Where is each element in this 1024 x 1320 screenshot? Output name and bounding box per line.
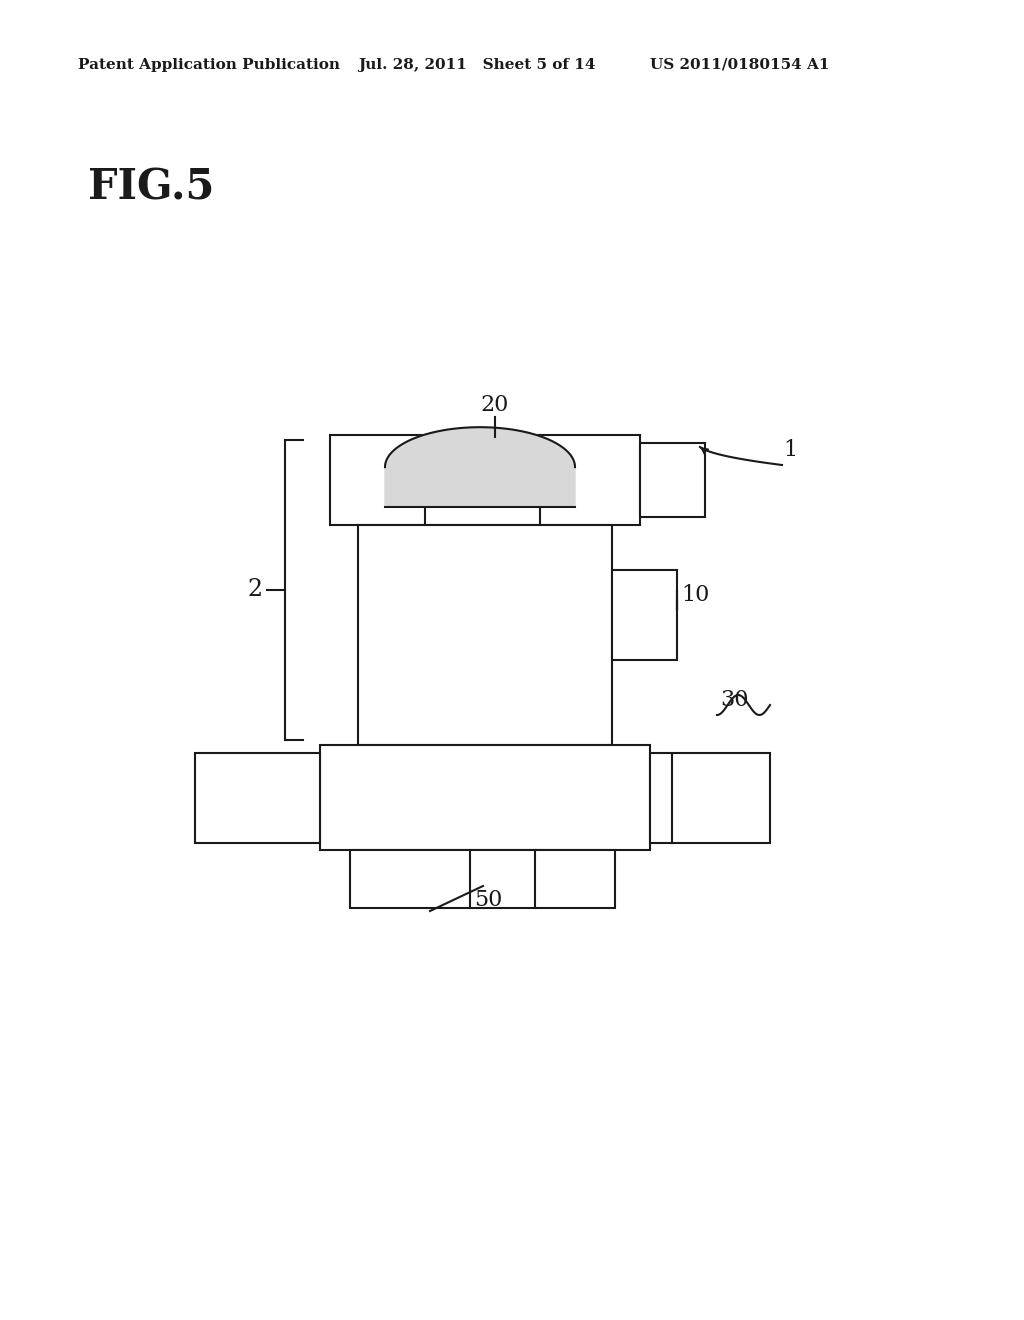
- Text: Jul. 28, 2011   Sheet 5 of 14: Jul. 28, 2011 Sheet 5 of 14: [358, 58, 596, 73]
- Text: Patent Application Publication: Patent Application Publication: [78, 58, 340, 73]
- Bar: [350, 850, 615, 908]
- Bar: [195, 752, 319, 843]
- Text: 30: 30: [721, 689, 750, 711]
- Bar: [650, 752, 770, 843]
- Bar: [358, 525, 612, 744]
- Text: 10: 10: [681, 583, 710, 606]
- Text: 20: 20: [481, 393, 509, 416]
- Bar: [330, 436, 640, 525]
- Text: FIG.5: FIG.5: [88, 168, 214, 209]
- Polygon shape: [385, 428, 575, 507]
- Bar: [319, 744, 650, 850]
- Bar: [640, 444, 705, 517]
- Text: 50: 50: [474, 888, 502, 911]
- Text: US 2011/0180154 A1: US 2011/0180154 A1: [650, 58, 829, 73]
- Bar: [612, 570, 677, 660]
- Text: 1: 1: [783, 440, 797, 461]
- Text: 2: 2: [248, 578, 262, 602]
